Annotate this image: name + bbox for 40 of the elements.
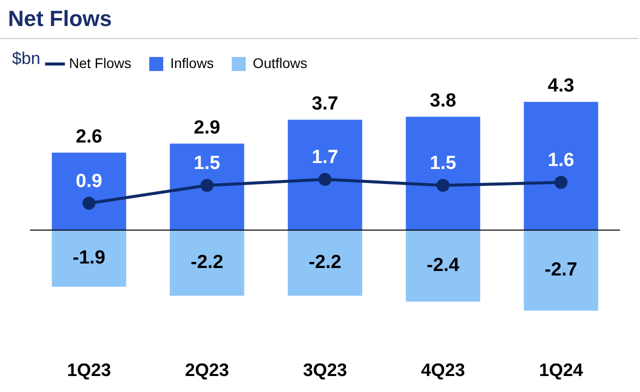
point — [318, 172, 332, 186]
point — [200, 178, 214, 192]
bar — [406, 230, 480, 302]
bar — [406, 116, 480, 230]
data-label: -2.2 — [308, 252, 342, 274]
bar — [170, 230, 244, 296]
data-label: 1.6 — [548, 150, 574, 172]
y-axis-title: $bn — [12, 49, 40, 69]
bar — [52, 152, 126, 230]
data-label: -2.7 — [544, 260, 578, 281]
data-label: -2.2 — [190, 252, 224, 274]
bar — [288, 120, 362, 230]
x-tick-label: 3Q23 — [302, 360, 348, 380]
x-tick-label: 2Q23 — [184, 360, 230, 380]
point — [436, 178, 450, 192]
legend-label: Inflows — [170, 54, 214, 71]
point — [82, 196, 96, 210]
data-label: 1.5 — [430, 153, 457, 174]
bar — [524, 102, 598, 230]
data-label: 3.7 — [312, 94, 338, 115]
legend-label: Net Flows — [69, 54, 132, 71]
x-tick-label: 4Q23 — [420, 360, 466, 380]
data-label: 4.3 — [548, 76, 574, 97]
legend-label: Outflows — [252, 54, 308, 71]
data-label: -1.9 — [72, 248, 106, 269]
x-tick-label: 1Q24 — [538, 360, 584, 380]
data-label: 2.6 — [76, 126, 102, 148]
data-label: 3.8 — [430, 90, 456, 112]
data-label: 2.9 — [194, 117, 220, 138]
data-label: -2.4 — [426, 255, 460, 276]
data-label: 1.5 — [194, 153, 221, 174]
x-tick-label: 1Q23 — [66, 360, 112, 380]
bar — [524, 230, 598, 311]
data-label: 0.9 — [76, 171, 102, 192]
chart-title: Net Flows — [0, 0, 638, 39]
bar — [288, 230, 362, 296]
bar — [52, 230, 126, 287]
data-label: 1.7 — [312, 147, 338, 168]
point — [554, 176, 568, 189]
bar — [170, 144, 244, 230]
